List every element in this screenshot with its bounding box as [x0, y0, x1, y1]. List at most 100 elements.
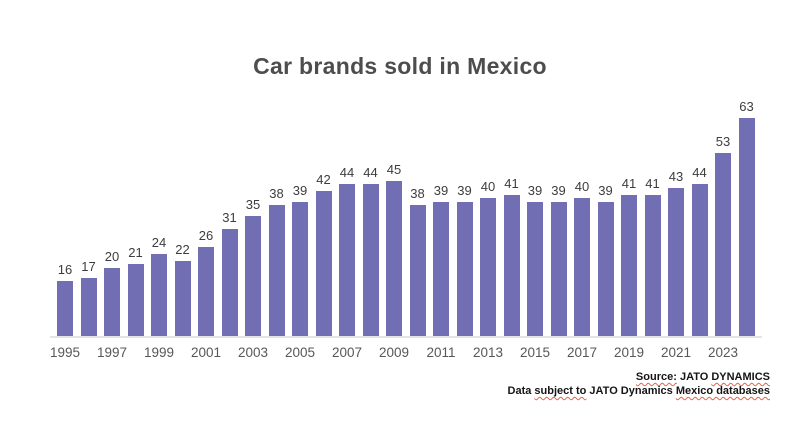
x-axis-ticks: 1995 1997 1999 2001 2003 2005 2007 2009 2011 2013… [0, 345, 800, 363]
bar-value-label: 35 [245, 196, 261, 212]
bar-value-label: 17 [81, 259, 96, 275]
misspelled-text: Mexico databases [675, 385, 770, 397]
x-tick-label: 2007 [331, 345, 363, 360]
bar [339, 184, 355, 337]
bar-value-label: 39 [527, 182, 543, 198]
bar-group: 40 [574, 67, 590, 337]
bar [198, 246, 214, 337]
bar-value-label: 22 [175, 241, 190, 257]
bar-group: 24 [151, 67, 167, 337]
chart-title: Car brands sold in Mexico [253, 53, 547, 79]
x-tick-label: 1995 [49, 345, 81, 360]
bar [433, 201, 449, 337]
x-tick-label: 2003 [237, 345, 269, 360]
bar [691, 184, 708, 337]
bars: 16 17 20 21 24 22 26 31 35 38 39 42 44 44 45 38 39 39 40 41… [57, 67, 769, 337]
bar [221, 229, 238, 337]
bar-group: 44 [362, 67, 379, 337]
bar-value-label: 42 [316, 172, 331, 188]
bar-value-label: 40 [480, 179, 496, 195]
bar-value-label: 44 [692, 165, 707, 181]
x-tick-label: 2009 [378, 345, 410, 360]
bar-group: 22 [174, 67, 191, 337]
bar [574, 198, 590, 337]
bar-group: 53 [715, 67, 731, 337]
bar-value-label: 53 [715, 134, 731, 150]
source-text: JATO [676, 371, 712, 383]
bar-value-label: 41 [504, 175, 519, 191]
bar [597, 201, 614, 337]
bar [268, 205, 285, 337]
bar [550, 201, 567, 337]
bar [738, 118, 755, 337]
bar [409, 205, 426, 337]
bar-group: 44 [339, 67, 355, 337]
bar [480, 198, 496, 337]
source-text: JATO Dynamics [586, 385, 676, 397]
x-tick-label: 2017 [566, 345, 598, 360]
bar [151, 253, 167, 337]
source-line-1[interactable]: Source: JATO DYNAMICS [508, 370, 770, 384]
bar-group: 39 [597, 67, 614, 337]
bar-value-label: 63 [739, 99, 754, 115]
bar-group: 42 [315, 67, 332, 337]
bar [386, 180, 402, 337]
source-line-2[interactable]: Data subject to JATO Dynamics Mexico dat… [508, 384, 770, 398]
bar-value-label: 21 [128, 245, 143, 261]
misspelled-text: DYNAMICS [711, 371, 770, 383]
bar-value-label: 41 [645, 175, 660, 191]
bar-value-label: 39 [292, 182, 308, 198]
bar [57, 281, 73, 337]
bar [127, 264, 144, 337]
bar-group: 39 [433, 67, 449, 337]
bar-group: 39 [550, 67, 567, 337]
bar [292, 201, 308, 337]
bar-group: 43 [668, 67, 684, 337]
bar-value-label: 39 [457, 182, 472, 198]
bar [174, 260, 191, 337]
x-tick-label: 2021 [660, 345, 692, 360]
bar-value-label: 31 [222, 210, 237, 226]
x-tick-label: 2001 [190, 345, 222, 360]
bar-group: 38 [409, 67, 426, 337]
bar-group: 38 [268, 67, 285, 337]
bar [245, 215, 261, 337]
x-tick-label: 2023 [707, 345, 739, 360]
bar-value-label: 39 [598, 182, 613, 198]
bar-value-label: 24 [151, 234, 167, 250]
x-axis-line [50, 336, 762, 338]
x-tick-label: 2011 [426, 345, 456, 360]
x-tick-label: 2013 [472, 345, 504, 360]
bar-group: 20 [104, 67, 120, 337]
bar-value-label: 39 [433, 182, 449, 198]
bar [362, 184, 379, 337]
bar-group: 45 [386, 67, 402, 337]
bar [80, 278, 97, 337]
bar [527, 201, 543, 337]
bar [104, 267, 120, 337]
bar-group: 41 [503, 67, 520, 337]
bar-group: 17 [80, 67, 97, 337]
bar [644, 194, 661, 337]
x-tick-label: 1997 [96, 345, 128, 360]
bar-value-label: 43 [668, 168, 684, 184]
x-tick-label: 2019 [613, 345, 645, 360]
bar-group: 39 [292, 67, 308, 337]
bar-group: 31 [221, 67, 238, 337]
bar [315, 191, 332, 337]
bar [503, 194, 520, 337]
bar-group: 63 [738, 67, 755, 337]
bar-group: 41 [644, 67, 661, 337]
bar-group: 39 [456, 67, 473, 337]
bar-group: 41 [621, 67, 637, 337]
bar-value-label: 38 [269, 186, 284, 202]
x-tick-label: 1999 [143, 345, 175, 360]
bar-group: 35 [245, 67, 261, 337]
bar [668, 187, 684, 337]
bar-value-label: 26 [198, 227, 214, 243]
bar-group: 21 [127, 67, 144, 337]
bar-group: 26 [198, 67, 214, 337]
bar-value-label: 41 [621, 175, 637, 191]
misspelled-text: Source: [635, 371, 677, 383]
bar-value-label: 45 [386, 161, 402, 177]
